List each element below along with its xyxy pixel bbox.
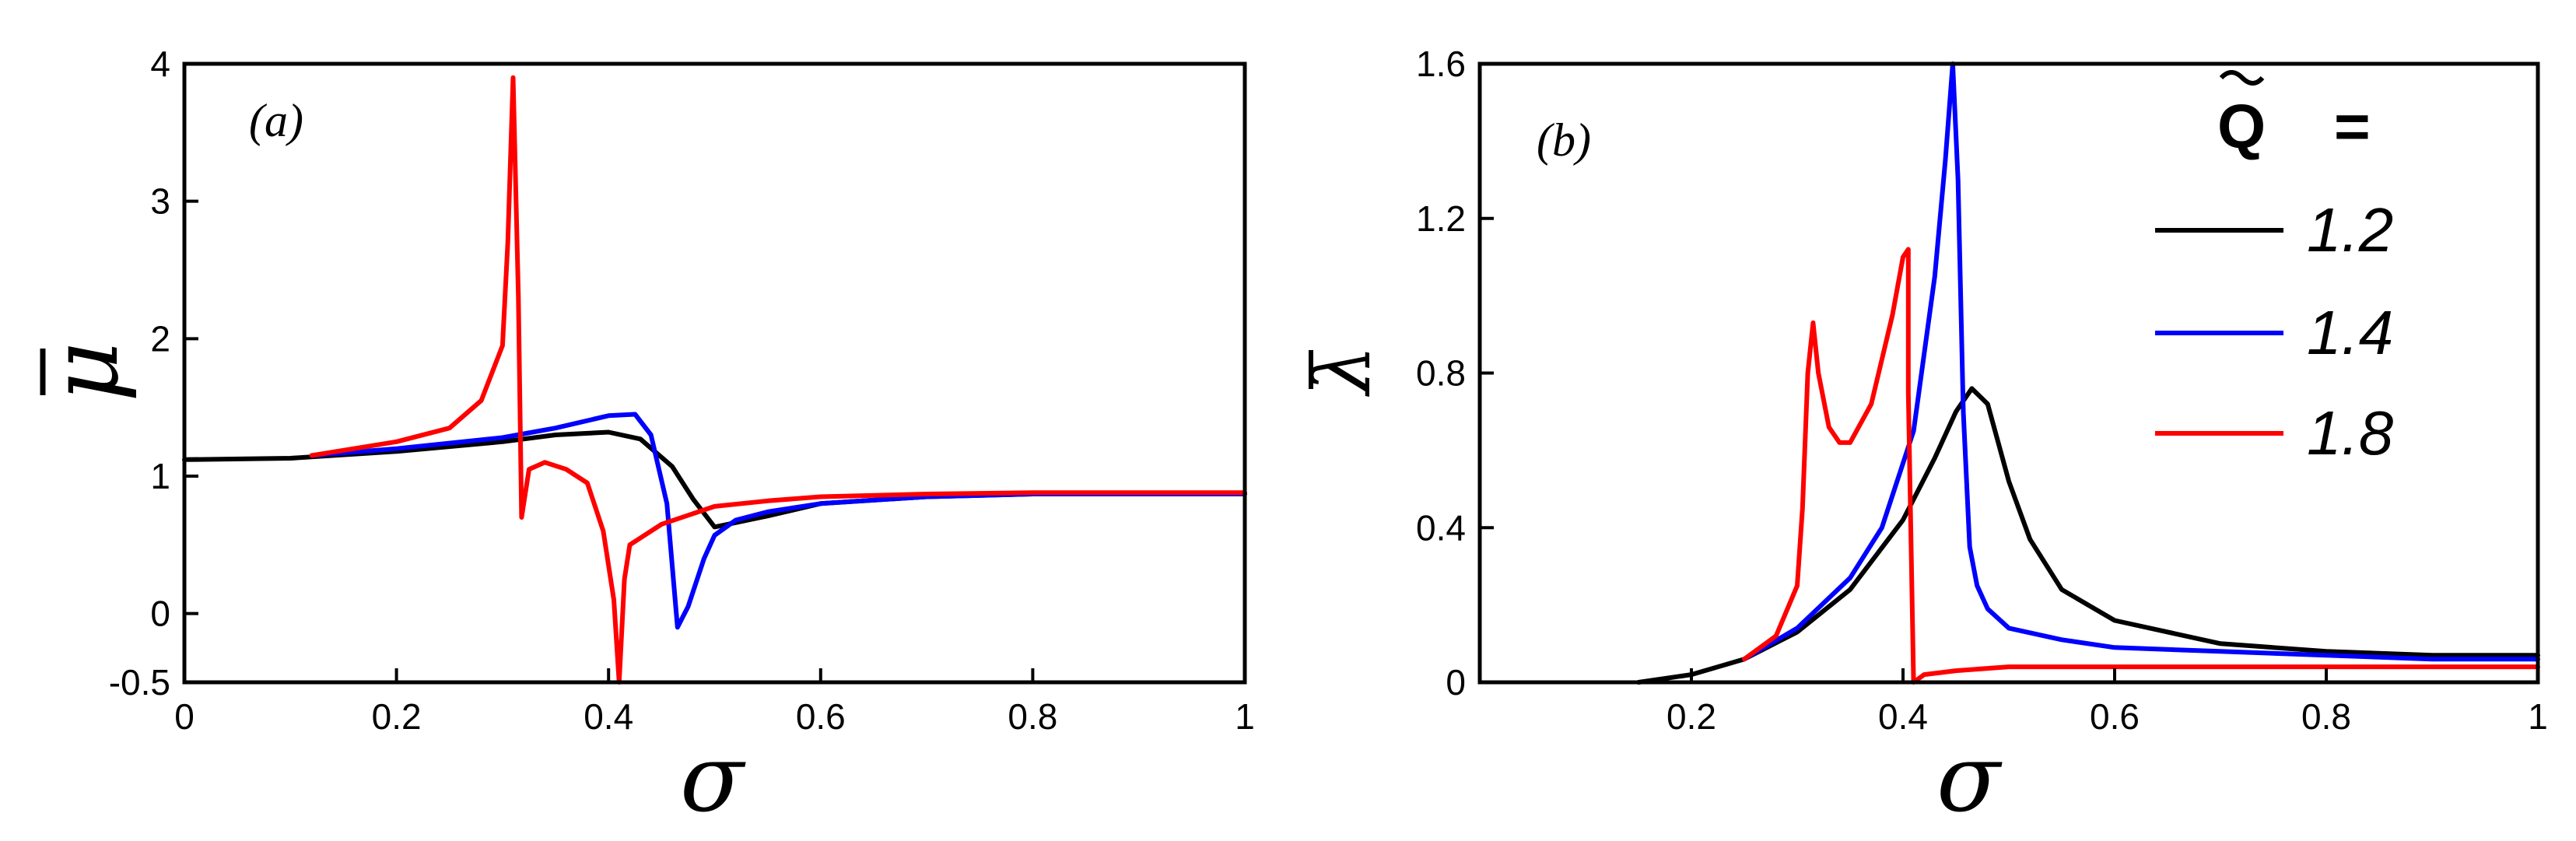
panel-a-y-tick-label-1: -0.5 xyxy=(109,662,170,703)
panel-b-y-tick-label-5: 1.6 xyxy=(1416,44,1466,84)
panel-a-x-tick-label-2: 0.2 xyxy=(372,696,422,737)
panel-a-y-tick-label-3: 1 xyxy=(150,456,170,496)
panel-a-y-tick-label-2: 0 xyxy=(150,594,170,634)
legend: Q = 1.2 1.4 1.8 xyxy=(2155,70,2394,468)
legend-label-1: 1.2 xyxy=(2307,195,2393,265)
panel-b: 0.2 0.4 0.6 0.8 1 0 0.4 0.8 1.2 1.6 (b) σ λ Q = 1… xyxy=(1297,44,2548,833)
legend-title-tilde xyxy=(2219,70,2265,86)
panel-b-plot-frame xyxy=(1477,61,2540,685)
panel-a-y-axis-label-group: μ xyxy=(31,342,139,402)
panel-a-series-3-line xyxy=(309,75,1247,685)
panel-b-y-tick-label-4: 1.2 xyxy=(1416,198,1466,239)
panel-a-x-tick-label-5: 0.8 xyxy=(1008,696,1057,737)
panel-a-x-tick-label-1: 0 xyxy=(174,696,195,737)
panel-a-y-tick-label-5: 3 xyxy=(150,181,170,222)
panel-b-y-tick-label-1: 0 xyxy=(1446,662,1466,703)
legend-entry-1: 1.2 xyxy=(2155,195,2393,265)
panel-b-ticks: 0.2 0.4 0.6 0.8 1 0 0.4 0.8 1.2 1.6 xyxy=(1416,44,2548,737)
legend-label-2: 1.4 xyxy=(2307,298,2393,367)
legend-title-equals: = xyxy=(2334,92,2371,161)
panel-b-series-3-line xyxy=(1742,247,2540,685)
panel-a-series xyxy=(182,75,1247,685)
panel-b-y-tick-label-3: 0.8 xyxy=(1416,353,1466,394)
panel-b-x-tick-label-5: 1 xyxy=(2528,696,2548,737)
panel-b-series-1-line xyxy=(1636,386,2540,685)
legend-title: Q = xyxy=(2217,70,2371,161)
panel-a-series-2-line xyxy=(309,412,1247,630)
panel-a-y-tick-label-4: 2 xyxy=(150,318,170,359)
panel-b-y-tick-label-2: 0.4 xyxy=(1416,507,1466,548)
panel-a-plot-frame xyxy=(182,61,1247,685)
panel-a-series-1-line xyxy=(182,429,1247,530)
panel-b-x-tick-label-3: 0.6 xyxy=(2090,696,2140,737)
panel-a-x-tick-label-3: 0.4 xyxy=(584,696,633,737)
panel-a-x-axis-label: σ xyxy=(680,725,746,833)
legend-entry-2: 1.4 xyxy=(2155,298,2393,367)
panel-a-x-tick-label-4: 0.6 xyxy=(796,696,846,737)
legend-entry-3: 1.8 xyxy=(2155,398,2394,468)
panel-b-y-axis-label-group: λ xyxy=(1297,345,1388,397)
panel-b-label: (b) xyxy=(1537,114,1591,166)
legend-title-symbol: Q xyxy=(2217,92,2266,161)
panel-a-y-axis-label: μ xyxy=(31,342,139,402)
panel-b-series xyxy=(1636,61,2540,685)
panel-a-y-tick-label-6: 4 xyxy=(150,44,170,84)
panel-b-x-axis-label: σ xyxy=(1936,725,2003,833)
panel-a-x-tick-label-6: 1 xyxy=(1235,696,1255,737)
panel-b-y-axis-label: λ xyxy=(1297,345,1388,397)
panel-b-x-tick-label-1: 0.2 xyxy=(1667,696,1716,737)
panel-b-x-tick-label-2: 0.4 xyxy=(1878,696,1928,737)
panel-a-label: (a) xyxy=(249,95,303,146)
legend-label-3: 1.8 xyxy=(2307,398,2394,468)
panel-b-series-2-line xyxy=(1742,61,2540,662)
panel-b-x-tick-label-4: 0.8 xyxy=(2301,696,2351,737)
